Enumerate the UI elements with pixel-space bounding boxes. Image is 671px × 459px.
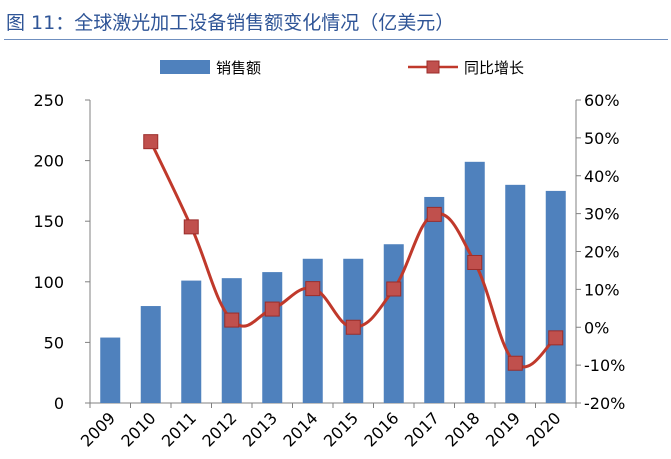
growth-marker — [345, 319, 361, 335]
legend-label-growth: 同比增长 — [464, 59, 524, 77]
y-right-tick-label: 50% — [584, 129, 620, 148]
bar-sales — [505, 184, 526, 403]
y-left-tick-label: 200 — [33, 152, 64, 171]
legend-swatch-growth-marker — [426, 60, 440, 74]
legend-label-sales: 销售额 — [216, 59, 261, 77]
growth-marker — [183, 219, 199, 235]
title-divider — [4, 39, 668, 40]
y-left-tick-label: 0 — [54, 394, 64, 413]
axes: 0 50 100 150 200 250 -20% -10% 0% 10% 20% 30% 40% 50%… — [33, 91, 625, 451]
y-left-tick-label: 250 — [33, 91, 64, 110]
x-tick-label: 2015 — [320, 408, 362, 450]
x-tick-label: 2009 — [77, 408, 119, 450]
bar-sales — [221, 278, 242, 403]
y-right-tick-label: -10% — [584, 356, 625, 375]
bar-sales — [140, 306, 161, 403]
y-right-tick-label: 10% — [584, 280, 620, 299]
x-tick-label: 2014 — [279, 408, 321, 450]
bar-sales — [545, 190, 566, 403]
y-right-tick-label: 40% — [584, 167, 620, 186]
y-right-tick-label: 30% — [584, 205, 620, 224]
bar-sales — [262, 272, 283, 403]
x-tick-label: 2017 — [401, 408, 443, 450]
x-tick-label: 2020 — [522, 408, 564, 450]
x-tick-label: 2018 — [441, 408, 483, 450]
growth-marker — [305, 281, 321, 297]
y-right-tick-label: 60% — [584, 91, 620, 110]
x-tick-label: 2013 — [239, 408, 281, 450]
x-tick-label: 2011 — [158, 408, 200, 450]
chart-title: 图 11：全球激光加工设备销售额变化情况（亿美元） — [6, 12, 455, 34]
x-tick-label: 2019 — [482, 408, 524, 450]
growth-marker — [507, 355, 523, 371]
growth-marker — [467, 254, 483, 270]
growth-marker — [143, 134, 159, 150]
legend-swatch-sales — [160, 60, 210, 74]
x-tick-label: 2010 — [117, 408, 159, 450]
bar-sales — [302, 258, 323, 403]
y-right-tick-label: -20% — [584, 394, 625, 413]
bar-series-sales — [100, 161, 566, 403]
y-right-tick-label: 20% — [584, 243, 620, 262]
y-left-tick-label: 100 — [33, 273, 64, 292]
line-series-growth — [143, 134, 564, 371]
bar-sales — [100, 337, 121, 403]
legend: 销售额 同比增长 — [160, 59, 524, 77]
x-tick-label: 2012 — [198, 408, 240, 450]
y-right-tick-label: 0% — [584, 318, 609, 337]
bar-sales — [464, 161, 485, 403]
bar-sales — [181, 280, 202, 403]
x-tick-label: 2016 — [360, 408, 402, 450]
growth-marker — [548, 330, 564, 346]
bar-sales — [383, 244, 404, 403]
growth-marker — [386, 281, 402, 297]
bar-sales — [424, 196, 445, 403]
y-left-tick-label: 50 — [44, 333, 64, 352]
growth-marker — [426, 206, 442, 222]
y-left-tick-label: 150 — [33, 212, 64, 231]
growth-marker — [224, 312, 240, 328]
growth-marker — [264, 301, 280, 317]
